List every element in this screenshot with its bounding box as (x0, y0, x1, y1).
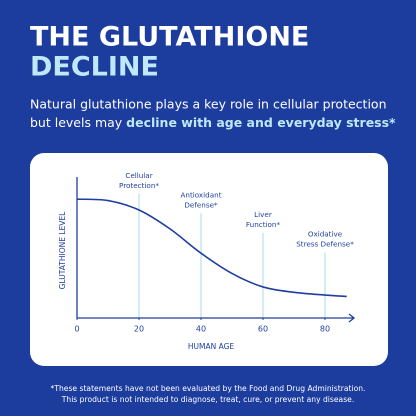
line-series (76, 198, 347, 298)
x-tick-label: 60 (258, 325, 268, 334)
annotation-label: Function* (246, 220, 281, 229)
intro-text: Natural glutathione plays a key role in … (30, 97, 387, 112)
annotation-label: Stress Defense* (296, 240, 354, 249)
x-tick-label: 80 (320, 325, 330, 334)
annotation-label: Antioxidant (180, 191, 221, 200)
x-tick-label: 40 (196, 325, 206, 334)
x-axis-label: HUMAN AGE (188, 342, 235, 351)
disclaimer: *These statements have not been evaluate… (51, 384, 366, 393)
annotation-label: Oxidative (308, 230, 343, 239)
disclaimer: This product is not intended to diagnose… (61, 395, 354, 404)
annotation-label: Defense* (184, 201, 218, 210)
x-tick-label: 20 (134, 325, 144, 334)
intro-emphasis: decline with age and everyday stress* (126, 115, 396, 130)
x-tick-label: 0 (74, 325, 79, 334)
x-axis-arrow (348, 313, 356, 323)
intro-text: but levels may decline with age and ever… (30, 115, 396, 130)
intro-text: but levels may (30, 115, 126, 130)
annotation-label: Liver (254, 210, 272, 219)
y-axis-label: GLUTATHIONE LEVEL (58, 211, 67, 290)
headline-accent: DECLINE (30, 52, 159, 83)
headline: THE GLUTATHIONE (30, 22, 309, 53)
annotation-label: Protection* (119, 181, 159, 190)
annotation-label: Cellular (125, 171, 152, 180)
